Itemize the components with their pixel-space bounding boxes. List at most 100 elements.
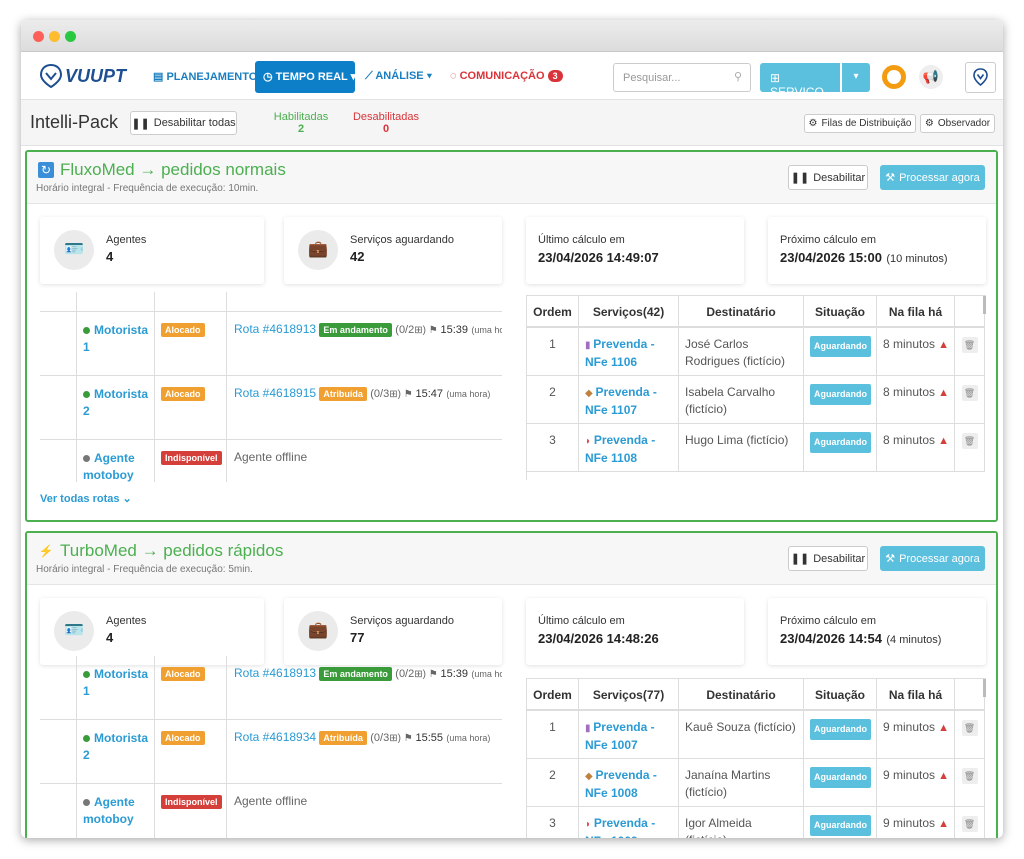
process-button[interactable]: ⚒ Processar agora [880,165,985,190]
agent-name[interactable]: Motorista 1 [83,667,148,698]
table-cell: Aguardando [804,759,877,807]
service-link[interactable]: Prevenda - NFe 1008 [585,768,657,800]
agent-note: Agente offline [234,794,308,808]
route-link[interactable]: Rota #4618934 [234,730,317,744]
nav-active[interactable] [255,61,355,93]
stat-value: 42 [350,249,365,264]
service-icon: ▮ [585,723,594,734]
route-status: Atribuída [319,387,367,401]
help-icon[interactable] [882,65,906,89]
route-ago: (uma hora) [471,325,502,335]
observer-button[interactable]: ⚙ Observador [920,114,995,133]
disable-button[interactable]: ❚❚ Desabilitar [788,546,868,571]
delete-button[interactable]: 🗑 [961,385,978,401]
service-link[interactable]: Prevenda - NFe 1007 [585,720,655,752]
service-link[interactable]: Prevenda - NFe 1106 [585,337,655,369]
calc-value-line: 23/04/2026 14:48:26 [538,630,659,648]
nav-item[interactable]: ⟋ ANÁLISE ▾ [365,70,433,82]
table-cell: 8 minutos ▲ [877,376,955,424]
route-link[interactable]: Rota #4618913 [234,666,317,680]
table-cell: ◆ Prevenda - NFe 1008 [579,759,679,807]
status-dot [83,391,90,398]
panel-icon: ↻ [38,162,54,178]
delete-button[interactable]: 🗑 [961,720,978,736]
table-cell: Aguardando [804,711,877,759]
queue-header-cell: Ordem [527,679,579,711]
stat-card: 💼 Serviços aguardando 42 [284,217,502,284]
agent-name[interactable]: Agente motoboy [83,795,135,826]
see-all-link[interactable]: Ver todas rotas ⌄ [40,493,132,505]
order: 2 [549,768,556,782]
agent-name[interactable]: Motorista 2 [83,731,148,762]
min-dot[interactable] [49,31,60,42]
delete-button[interactable]: 🗑 [961,816,978,832]
table-cell: Aguardando [804,424,877,472]
queue-header-cell: Destinatário [679,296,804,328]
route-link[interactable]: Rota #4618913 [234,322,317,336]
stat-value: 4 [106,630,114,645]
search-box[interactable]: Pesquisar... ⚲ [613,63,751,92]
button-text: Processar agora [899,552,980,565]
route-link[interactable]: Rota #4618915 [234,386,317,400]
disable-button[interactable]: ❚❚ Desabilitar [788,165,868,190]
brand[interactable]: VUUPT [65,66,127,86]
enabled-stat: Habilitadas 2 [261,111,341,135]
button-text: Desabilitar [813,171,866,184]
service-link[interactable]: Prevenda - NFe 1009 [585,816,656,838]
table-cell: Alocado [155,656,227,720]
table-cell: 3 [527,807,579,838]
table-cell: Rota #4618913 Em andamento (0/2⊞) ⚑ 15:3… [227,656,502,720]
queue-header: Destinatário [706,688,776,702]
nav-item[interactable]: ◌ COMUNICAÇÃO 3 [450,70,563,82]
stat-icon: 🪪 [54,611,94,651]
table-cell: Rota #4618913 Em andamento (0/2⊞) ⚑ 15:3… [227,312,502,376]
nav-item[interactable]: ▤ PLANEJAMENTO [153,71,258,83]
table-cell: 🗑 [955,711,985,759]
queue-header-cell: Situação [804,679,877,711]
calc-label: Último cálculo em [538,234,625,246]
delete-button[interactable]: 🗑 [961,768,978,784]
nav-text: ANÁLISE [375,70,424,82]
queues-button[interactable]: ⚙ Filas de Distribuição [804,114,916,133]
agent-name[interactable]: Motorista 1 [83,323,148,354]
button-text: Desabilitar [813,552,866,565]
calc-label: Próximo cálculo em [780,234,876,246]
queue-header-cell: Serviços(42) [579,296,679,328]
recipient: Igor Almeida (fictício) [685,816,752,838]
queue-status: Aguardando [810,336,871,357]
process-button[interactable]: ⚒ Processar agora [880,546,985,571]
agent-name[interactable]: Motorista 2 [83,387,148,418]
disable-all-button[interactable]: ❚❚ Desabilitar todas [130,111,237,135]
table-cell: Rota #4618915 Atribuída (0/3⊞) ⚑ 15:47 (… [227,376,502,440]
load-icon: ⊞) ⚑ [414,669,441,680]
table-cell: 2 [527,376,579,424]
max-dot[interactable] [65,31,76,42]
table-cell: Indisponível [155,440,227,482]
agent-status: Alocado [161,667,205,681]
service-link[interactable]: Prevenda - NFe 1108 [585,433,656,465]
table-cell: 🗑 [955,376,985,424]
load-icon: ⊞) ⚑ [414,325,441,336]
nav-item[interactable]: ◷ TEMPO REAL ▾ [263,71,357,83]
agents-table: Motorista 1 Alocado Rota #4618913 Em andam… [40,292,502,482]
button-text: Observador [937,118,991,129]
close-dot[interactable] [33,31,44,42]
table-cell [227,292,502,312]
table-cell: Aguardando [804,807,877,838]
service-button[interactable]: ⊞ SERVIÇO [760,63,840,99]
calc-note: (4 minutos) [886,634,942,646]
agent-name[interactable]: Agente motoboy [83,451,135,482]
calc-value-line: 23/04/2026 14:54 (4 minutos) [780,630,941,648]
service-icon: ◆ [585,771,596,782]
delete-button[interactable]: 🗑 [961,337,978,353]
calc-card: Último cálculo em 23/04/2026 14:49:07 [526,217,744,284]
panel: ↻ FluxoMed → pedidos normais Horário integ… [25,150,998,522]
announce-icon[interactable]: 📢 [919,65,943,89]
service-caret[interactable]: ▾ [842,63,870,92]
account-button[interactable] [965,62,996,93]
delete-button[interactable]: 🗑 [961,433,978,449]
table-cell [40,440,77,482]
service-link[interactable]: Prevenda - NFe 1107 [585,385,657,417]
table-cell: 8 minutos ▲ [877,424,955,472]
